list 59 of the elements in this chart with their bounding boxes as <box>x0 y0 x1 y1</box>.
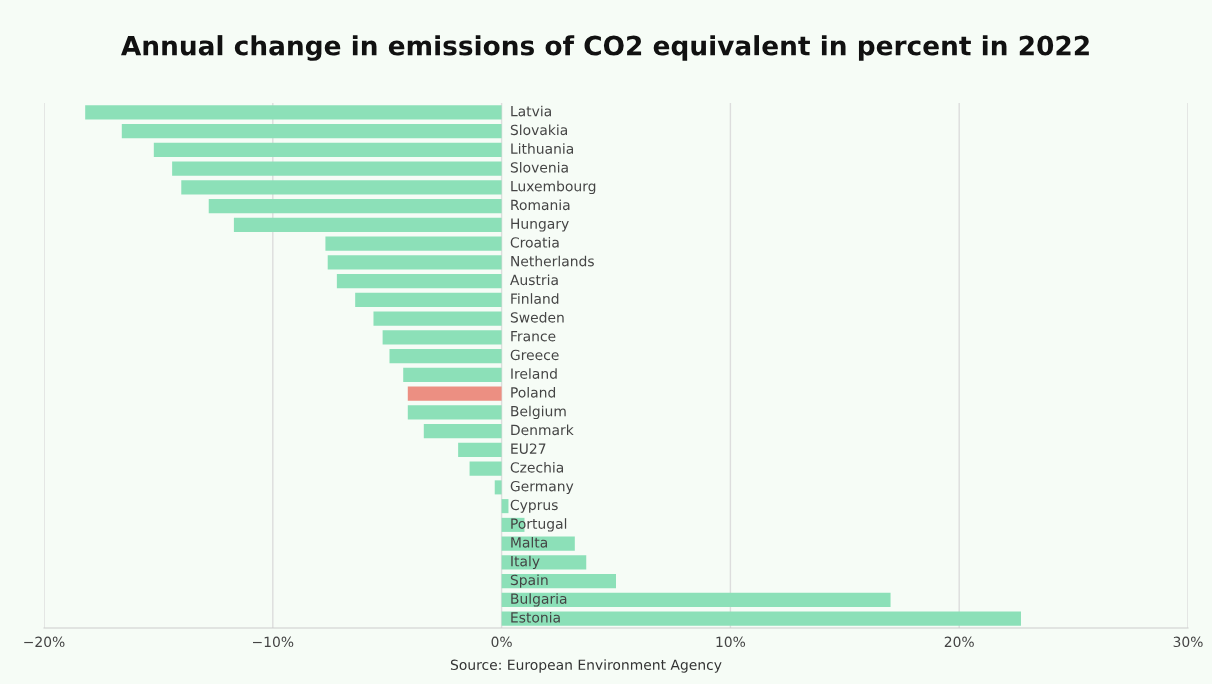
y-tick-label: Sweden <box>510 311 564 323</box>
y-tick-label: Austria <box>510 274 558 286</box>
bar <box>423 424 502 439</box>
y-tick-label: Hungary <box>511 218 569 232</box>
y-tick-label: Germany <box>510 480 574 495</box>
y-tick-label: Romania <box>511 199 570 211</box>
y-tick-label: Slovenia <box>510 161 568 173</box>
bar <box>325 236 502 251</box>
y-tick-label: Cyprus <box>510 499 558 513</box>
bar <box>501 611 1021 626</box>
y-tick-label: Croatia <box>510 236 559 248</box>
bar <box>407 405 502 420</box>
y-tick-label: EU27 <box>511 443 546 454</box>
x-tick-label: 20% <box>944 636 974 648</box>
bar <box>153 142 502 157</box>
bar <box>121 124 502 139</box>
y-tick-label: Netherlands <box>511 255 594 267</box>
bar <box>403 367 502 382</box>
source-note: Source: European Environment Agency <box>450 659 722 673</box>
x-tick-label: 10% <box>716 636 746 648</box>
x-tick-label: 0% <box>491 636 512 648</box>
y-tick-label: Greece <box>510 349 559 361</box>
bar <box>389 349 502 364</box>
bar <box>172 161 502 176</box>
y-tick-label: Poland <box>511 386 556 398</box>
bar <box>501 574 616 589</box>
bar <box>407 386 502 401</box>
bar <box>501 592 891 607</box>
x-tick-label: −10% <box>253 636 294 648</box>
y-tick-label: France <box>511 331 556 342</box>
bar <box>458 442 502 457</box>
y-tick-label: Czechia <box>510 461 564 473</box>
x-tick-label: 30% <box>1173 636 1203 648</box>
bar <box>382 330 502 345</box>
y-tick-label: Luxembourg <box>511 180 596 195</box>
y-tick-label: Lithuania <box>511 143 573 154</box>
bar <box>336 274 502 289</box>
x-tick-label: −20% <box>24 636 65 648</box>
bar <box>355 292 502 307</box>
y-tick-label: Slovakia <box>510 124 567 136</box>
bar <box>85 105 502 120</box>
y-tick-label: Italy <box>511 555 540 570</box>
bar <box>494 480 502 495</box>
y-tick-label: Malta <box>511 536 547 548</box>
y-tick-label: Belgium <box>511 405 566 420</box>
y-tick-label: Bulgaria <box>511 593 567 607</box>
y-tick-label: Finland <box>511 293 559 304</box>
y-tick-label: Ireland <box>511 368 557 379</box>
y-tick-label: Latvia <box>511 105 551 117</box>
bar <box>181 180 502 195</box>
y-tick-label: Estonia <box>511 611 560 623</box>
chart-title: Annual change in emissions of CO2 equivalent in percent in 2022 <box>121 35 1089 61</box>
y-tick-label: Spain <box>510 574 548 588</box>
bar <box>469 461 502 476</box>
bar <box>233 217 502 232</box>
y-tick-label: Denmark <box>511 424 574 436</box>
bar <box>208 199 502 214</box>
bar <box>327 255 502 270</box>
bar <box>373 311 502 326</box>
